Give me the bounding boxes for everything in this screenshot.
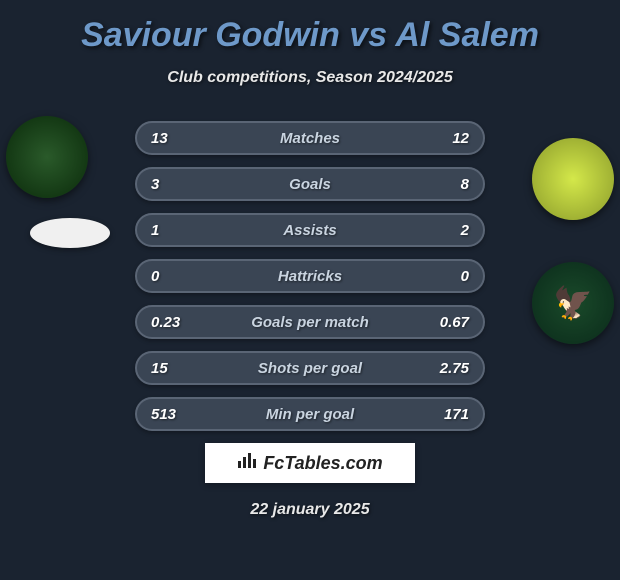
barchart-icon xyxy=(237,451,259,469)
player1-club-badge xyxy=(30,218,110,248)
stat-right-value: 171 xyxy=(419,406,469,423)
stat-label: Assists xyxy=(283,222,336,239)
stat-left-value: 13 xyxy=(151,130,201,147)
stat-label: Goals xyxy=(289,176,331,193)
stat-label: Goals per match xyxy=(251,314,369,331)
stat-row-assists: 1 Assists 2 xyxy=(135,213,485,247)
stat-right-value: 8 xyxy=(419,176,469,193)
page-date: 22 january 2025 xyxy=(10,501,610,519)
stat-label: Min per goal xyxy=(266,406,354,423)
stat-row-goals: 3 Goals 8 xyxy=(135,167,485,201)
brand-label: FcTables.com xyxy=(263,453,382,474)
stat-left-value: 1 xyxy=(151,222,201,239)
stat-right-value: 0.67 xyxy=(419,314,469,331)
player2-club-badge: 🦅 xyxy=(532,262,614,344)
stat-left-value: 0.23 xyxy=(151,314,201,331)
stat-left-value: 0 xyxy=(151,268,201,285)
stat-label: Matches xyxy=(280,130,340,147)
stat-row-hattricks: 0 Hattricks 0 xyxy=(135,259,485,293)
page-title: Saviour Godwin vs Al Salem xyxy=(10,16,610,55)
stat-right-value: 0 xyxy=(419,268,469,285)
comparison-card: Saviour Godwin vs Al Salem Club competit… xyxy=(0,0,620,580)
player1-avatar xyxy=(6,116,88,198)
stat-label: Shots per goal xyxy=(258,360,362,377)
player2-avatar xyxy=(532,138,614,220)
page-subtitle: Club competitions, Season 2024/2025 xyxy=(10,69,610,87)
stat-left-value: 15 xyxy=(151,360,201,377)
stat-right-value: 2 xyxy=(419,222,469,239)
stat-row-spg: 15 Shots per goal 2.75 xyxy=(135,351,485,385)
stat-label: Hattricks xyxy=(278,268,342,285)
stats-table: 13 Matches 12 3 Goals 8 1 Assists 2 0 Ha… xyxy=(135,121,485,431)
stat-right-value: 12 xyxy=(419,130,469,147)
stat-row-matches: 13 Matches 12 xyxy=(135,121,485,155)
chart-icon xyxy=(237,451,259,475)
eagle-icon: 🦅 xyxy=(548,278,598,328)
brand-badge: FcTables.com xyxy=(205,443,415,483)
stat-row-mpg: 513 Min per goal 171 xyxy=(135,397,485,431)
stat-left-value: 3 xyxy=(151,176,201,193)
stat-left-value: 513 xyxy=(151,406,201,423)
stat-row-gpm: 0.23 Goals per match 0.67 xyxy=(135,305,485,339)
stat-right-value: 2.75 xyxy=(419,360,469,377)
